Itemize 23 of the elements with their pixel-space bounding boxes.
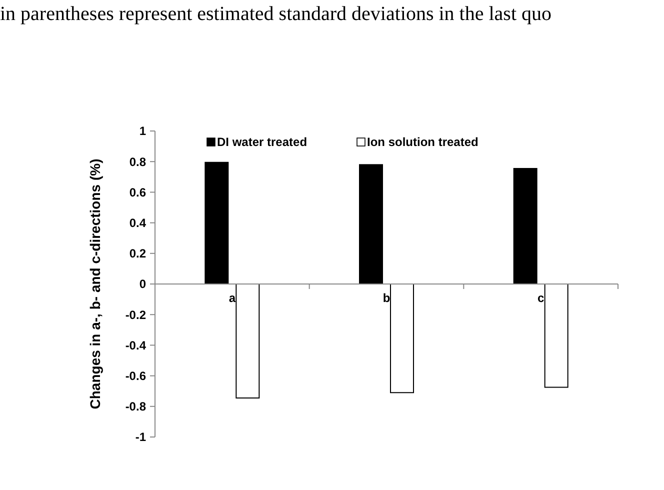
y-tick-label: -0.4 [125, 338, 146, 352]
bar [236, 284, 260, 398]
y-tick-label: -1 [135, 430, 146, 444]
bar [544, 284, 568, 388]
y-tick-label: -0.6 [125, 369, 146, 383]
y-tick-label: -0.8 [125, 400, 146, 414]
x-tick-label: c [537, 291, 544, 305]
text: in parentheses represent estimated standard deviations in the last quo [0, 3, 552, 25]
y-tick-label: 0.2 [129, 246, 146, 261]
x-tick-label: b [382, 291, 390, 305]
bar [513, 168, 538, 284]
y-axis-title: Changes in a-, b- and c-directions (%) [87, 158, 103, 410]
y-tick-label: 0.4 [129, 216, 146, 230]
y-tick-label: 0 [139, 277, 146, 292]
y-tick-label: -0.2 [125, 308, 146, 322]
y-tick-label: 0.6 [129, 185, 146, 200]
legend-label: Ion solution treated [367, 135, 478, 150]
bar [390, 284, 414, 394]
y-tick-label: 0.8 [129, 154, 146, 169]
legend-label: DI water treated [217, 135, 308, 150]
y-tick-label: 1 [139, 124, 146, 138]
bar [204, 162, 229, 284]
bar [359, 164, 383, 284]
